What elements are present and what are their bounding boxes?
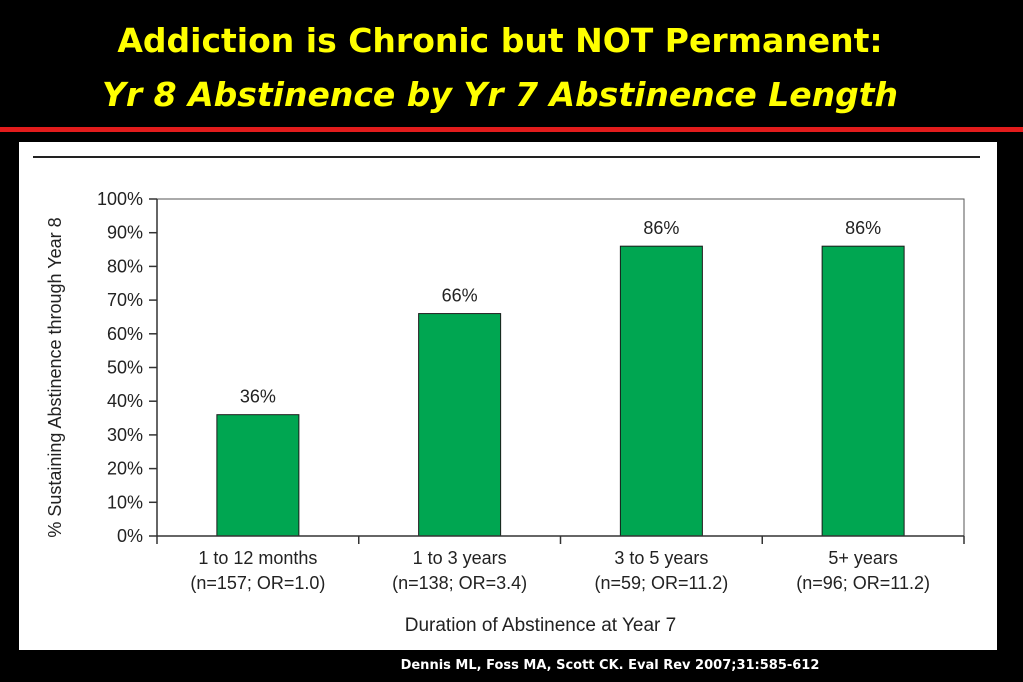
slide-subtitle: Yr 8 Abstinence by Yr 7 Abstinence Lengt…: [101, 75, 898, 114]
y-tick-label: 0%: [117, 526, 143, 546]
y-tick-label: 70%: [107, 290, 143, 310]
x-tick-label: 1 to 3 years: [413, 548, 507, 568]
citation: Dennis ML, Foss MA, Scott CK. Eval Rev 2…: [400, 658, 820, 673]
y-tick-label: 90%: [107, 223, 143, 243]
y-axis-title: % Sustaining Abstinence through Year 8: [45, 217, 65, 537]
y-tick-label: 100%: [97, 189, 143, 209]
data-label: 66%: [442, 286, 478, 306]
axes-group: 0% 10% 20% 30% 40% 50% 60% 70% 80% 90% 100% 1 to 12…: [45, 189, 965, 636]
y-tick-label: 30%: [107, 425, 143, 445]
bar: [821, 245, 905, 537]
bars-group: [216, 245, 905, 537]
bar: [418, 313, 502, 537]
bar-chart: 0% 10% 20% 30% 40% 50% 60% 70% 80% 90% 100% 1 to 12…: [33, 156, 980, 636]
y-tick-label: 20%: [107, 459, 143, 479]
x-tick-sublabel: (n=157; OR=1.0): [190, 573, 325, 593]
bar: [216, 414, 300, 537]
y-tick-label: 80%: [107, 256, 143, 276]
y-tick-label: 10%: [107, 492, 143, 512]
bar: [619, 245, 703, 537]
chart-figure: 0% 10% 20% 30% 40% 50% 60% 70% 80% 90% 100% 1 to 12…: [19, 142, 997, 650]
data-label: 86%: [643, 218, 679, 238]
slide-title-area: Addiction is Chronic but NOT Permanent: …: [0, 0, 1023, 128]
y-tick-label: 60%: [107, 324, 143, 344]
x-tick-sublabel: (n=138; OR=3.4): [392, 573, 527, 593]
title-divider: [0, 127, 1023, 132]
slide-title: Addiction is Chronic but NOT Permanent:: [117, 21, 883, 60]
labels-group: 36% 66% 86% 86%: [240, 218, 881, 407]
x-tick-sublabel: (n=96; OR=11.2): [796, 573, 930, 593]
x-axis-title: Duration of Abstinence at Year 7: [405, 615, 676, 636]
x-tick-label: 3 to 5 years: [614, 548, 708, 568]
x-tick-label: 1 to 12 months: [198, 548, 317, 568]
x-tick-label: 5+ years: [828, 548, 898, 568]
x-tick-sublabel: (n=59; OR=11.2): [595, 573, 729, 593]
data-label: 36%: [240, 387, 276, 407]
y-tick-label: 40%: [107, 391, 143, 411]
data-label: 86%: [845, 218, 881, 238]
y-tick-label: 50%: [107, 358, 143, 378]
